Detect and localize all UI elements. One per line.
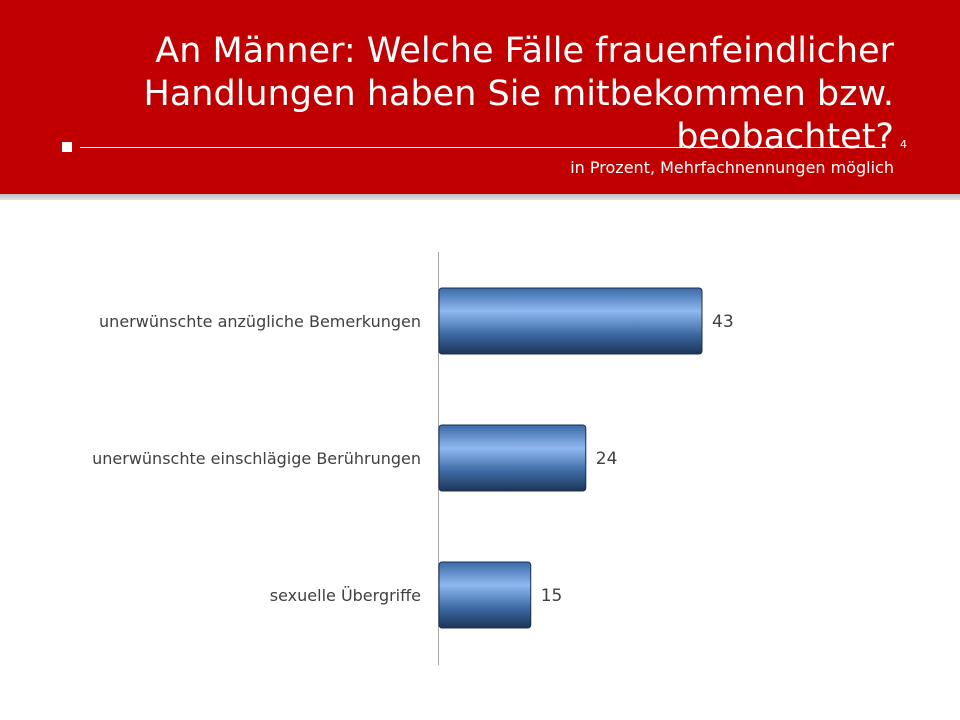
bar-1 (438, 424, 587, 492)
page-number: 4 (900, 138, 907, 151)
bar-2 (438, 561, 532, 629)
category-label-1: unerwünschte einschlägige Berührungen (92, 449, 421, 468)
category-label-2: sexuelle Übergriffe (270, 586, 421, 605)
value-label-1: 24 (596, 449, 618, 469)
header-divider (0, 194, 960, 200)
category-label-0: unerwünschte anzügliche Bemerkungen (99, 312, 421, 331)
bar-chart: unerwünschte anzügliche Bemerkungen 43 une… (92, 252, 734, 665)
header-banner (0, 0, 960, 194)
bar-0 (438, 287, 703, 355)
page-subtitle: in Prozent, Mehrfachnennungen möglich (570, 158, 894, 177)
title-rule (80, 147, 886, 148)
bullet-square-icon (62, 142, 72, 152)
value-label-2: 15 (541, 586, 563, 606)
value-label-0: 43 (712, 312, 734, 332)
page-title: An Männer: Welche Fälle frauenfeindliche… (143, 31, 894, 157)
